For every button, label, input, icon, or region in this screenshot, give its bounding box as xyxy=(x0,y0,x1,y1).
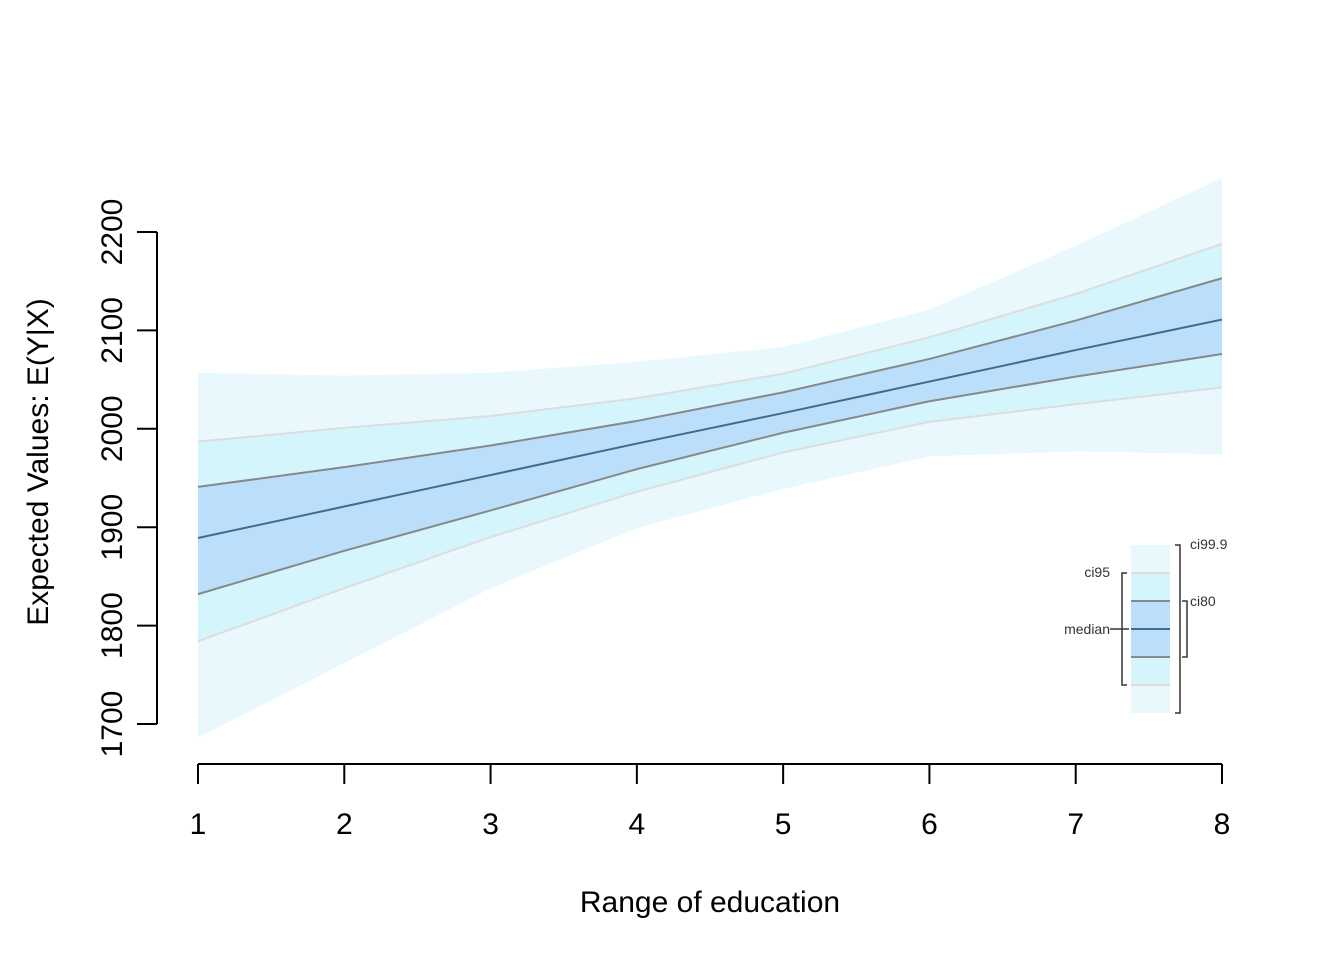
x-tick-label: 6 xyxy=(921,808,938,841)
line-ci95-upper xyxy=(197,242,1223,443)
legend-label-median: median xyxy=(1064,621,1110,637)
x-tick-label: 2 xyxy=(336,808,353,841)
legend: ci99.9 ci80 ci95 median xyxy=(1064,536,1228,714)
x-tick-label: 8 xyxy=(1214,808,1231,841)
y-tick-label: 2200 xyxy=(96,199,129,266)
legend-label-ci95: ci95 xyxy=(1084,564,1110,580)
y-tick-label: 1800 xyxy=(96,592,129,659)
x-tick-label: 3 xyxy=(482,808,499,841)
legend-label-ci99-9: ci99.9 xyxy=(1190,536,1228,552)
y-axis-label: Expected Values: E(Y|X) xyxy=(22,298,55,625)
confidence-bands xyxy=(198,177,1222,738)
x-tick-label: 1 xyxy=(190,808,207,841)
x-tick-label: 5 xyxy=(775,808,792,841)
legend-bracket-ci99-9 xyxy=(1175,544,1181,714)
line-ci80-upper xyxy=(197,277,1223,488)
series-lines xyxy=(197,242,1223,643)
x-tick-label: 7 xyxy=(1067,808,1084,841)
y-tick-label: 2100 xyxy=(96,297,129,364)
band-ci80 xyxy=(198,278,1222,595)
legend-bracket-ci80 xyxy=(1182,600,1188,658)
x-tick-label: 4 xyxy=(629,808,646,841)
y-tick-label: 1900 xyxy=(96,494,129,561)
line-ci80-lower xyxy=(197,353,1223,596)
y-axis: 1700 1800 1900 2000 2100 2200 xyxy=(96,199,158,758)
line-ci95-lower xyxy=(197,386,1223,643)
y-tick-label: 2000 xyxy=(96,395,129,462)
x-axis-label: Range of education xyxy=(580,886,840,919)
legend-label-ci80: ci80 xyxy=(1190,593,1216,609)
line-median xyxy=(197,318,1223,540)
x-axis: 1 2 3 4 5 6 7 8 xyxy=(190,763,1231,841)
y-tick-label: 1700 xyxy=(96,691,129,758)
